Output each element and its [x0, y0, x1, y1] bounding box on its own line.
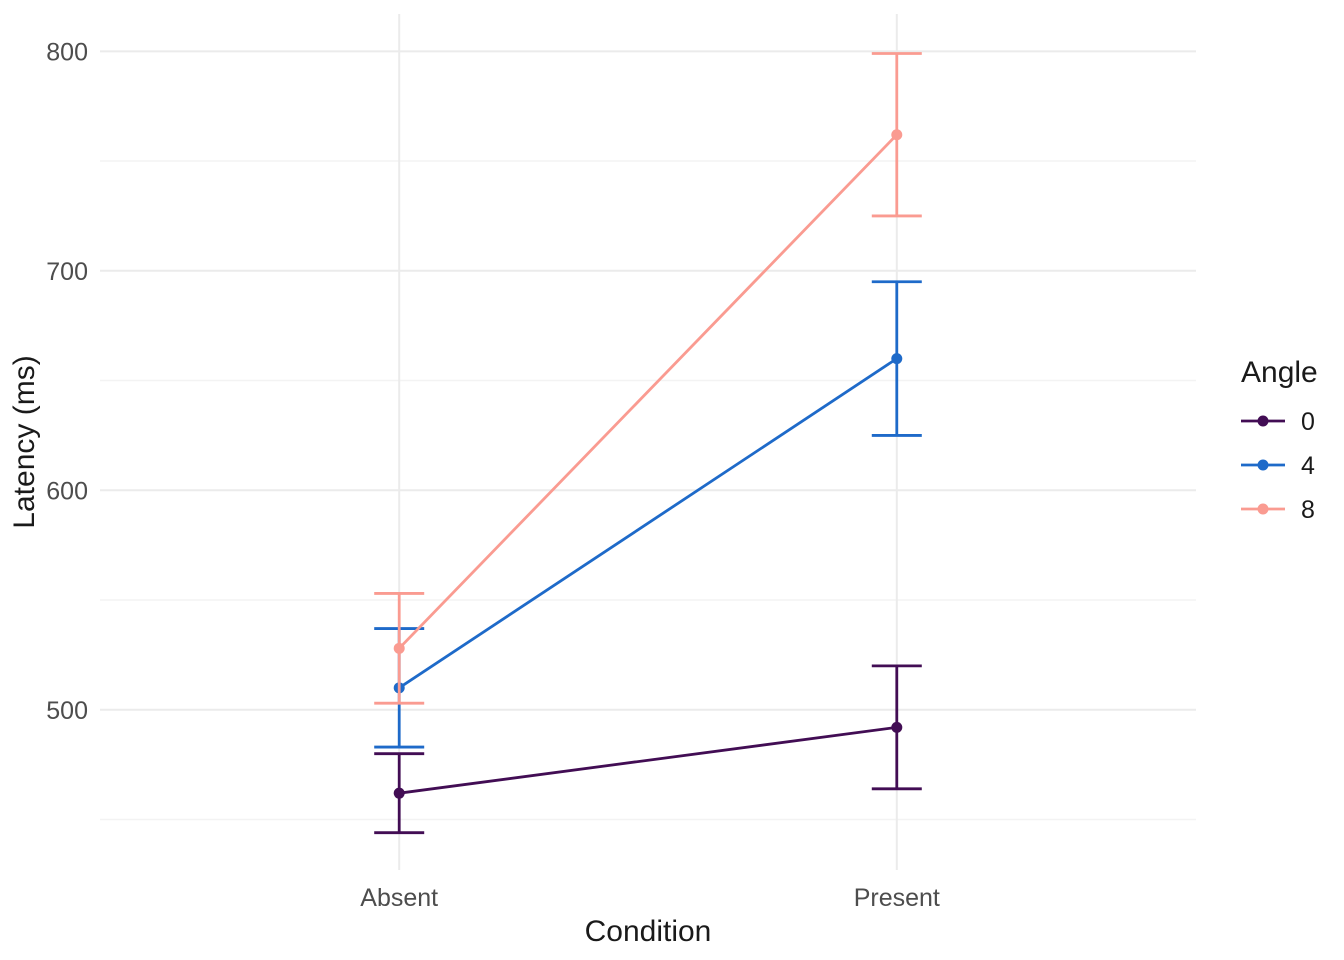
x-tick-label-absent: Absent: [360, 884, 438, 912]
legend-item-label-angle-4: 4: [1301, 452, 1315, 480]
legend-item-label-angle-8: 8: [1301, 496, 1315, 524]
legend-key-point-angle-8: [1257, 503, 1269, 515]
y-tick-label: 800: [46, 38, 88, 66]
legend-title: Angle: [1241, 356, 1318, 389]
y-axis-title: Latency (ms): [8, 355, 41, 528]
data-point-angle-4-present: [891, 353, 903, 365]
data-point-angle-8-present: [891, 129, 903, 141]
y-tick-label: 700: [46, 258, 88, 286]
y-tick-label: 600: [46, 477, 88, 505]
y-tick-label: 500: [46, 697, 88, 725]
legend-item-label-angle-0: 0: [1301, 408, 1315, 436]
data-point-angle-0-absent: [393, 787, 405, 799]
data-point-angle-8-absent: [393, 642, 405, 654]
series-line-angle-4: [398, 357, 898, 689]
data-point-angle-0-present: [891, 721, 903, 733]
legend-key-point-angle-4: [1257, 459, 1269, 471]
x-tick-label-present: Present: [854, 884, 940, 912]
series-line-angle-8: [398, 133, 898, 650]
series-line-angle-0: [399, 725, 897, 795]
x-axis-title: Condition: [585, 915, 712, 948]
legend-key-point-angle-0: [1257, 415, 1269, 427]
